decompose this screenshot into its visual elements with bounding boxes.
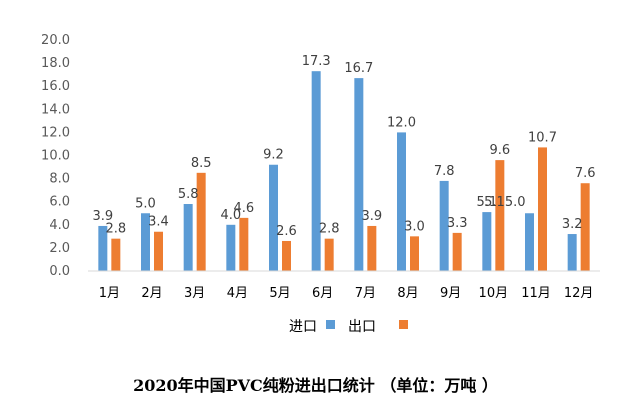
bar-export — [410, 236, 419, 271]
legend-label-import: 进口 — [289, 319, 317, 335]
data-label-import: 9.2 — [263, 148, 284, 163]
legend: 进口 出口 — [289, 319, 408, 335]
chart-caption: 2020年中国PVC纯粉进出口统计 （单位：万吨 ） — [133, 376, 498, 395]
bar-import — [354, 78, 364, 272]
bar-import — [226, 224, 236, 271]
data-label-export: 9.6 — [489, 143, 510, 158]
y-tick-label: 18.0 — [41, 56, 70, 71]
data-label-export: 3.4 — [148, 215, 169, 230]
bar-import — [525, 213, 534, 271]
x-category-label: 7月 — [355, 286, 376, 301]
bar-export — [538, 147, 547, 271]
data-label-export: 8.5 — [191, 156, 212, 171]
y-tick-label: 10.0 — [41, 149, 70, 164]
y-tick-label: 4.0 — [49, 218, 70, 233]
x-category-label: 10月 — [479, 286, 509, 301]
data-label-export: 4.6 — [233, 201, 254, 216]
data-label-import: 4.0 — [220, 208, 241, 223]
x-category-label: 12月 — [564, 286, 594, 301]
data-label-import: 17.3 — [302, 54, 331, 69]
bar-export — [324, 238, 334, 271]
bar-export — [196, 172, 206, 271]
bar-group — [98, 71, 590, 272]
data-label-import: 5.0 — [135, 196, 156, 211]
bar-import — [269, 164, 278, 271]
x-category-label: 3月 — [184, 286, 205, 301]
x-category-label: 6月 — [312, 286, 333, 301]
legend-label-export: 出口 — [348, 319, 376, 335]
data-label-merged: 5.15.0 — [484, 195, 525, 210]
data-label-import: 7.8 — [434, 164, 455, 179]
y-tick-label: 6.0 — [49, 195, 70, 210]
data-label-export: 3.3 — [447, 216, 468, 231]
y-tick-label: 14.0 — [41, 102, 70, 117]
data-label-group: 3.92.85.03.45.88.54.04.69.22.617.32.816.… — [92, 54, 595, 239]
data-label-import: 5.1 — [476, 195, 497, 210]
x-category-label: 9月 — [440, 286, 461, 301]
bar-import — [311, 71, 321, 271]
bar-export — [580, 183, 590, 271]
data-label-import: 5.8 — [178, 187, 199, 202]
bar-export — [111, 238, 121, 271]
bar-export — [282, 240, 291, 271]
x-category-label: 8月 — [397, 286, 418, 301]
y-tick-label: 8.0 — [49, 172, 70, 187]
bar-export — [367, 225, 377, 271]
x-category-label: 2月 — [141, 286, 162, 301]
legend-swatch-export — [399, 320, 408, 329]
bar-export — [495, 160, 505, 271]
data-label-import: 16.7 — [344, 61, 373, 76]
data-label-export: 3.0 — [404, 219, 425, 234]
bar-import — [98, 225, 108, 271]
bar-import — [141, 213, 150, 271]
x-category-label: 4月 — [227, 286, 248, 301]
data-label-import: 3.2 — [562, 217, 583, 232]
data-label-export: 2.6 — [276, 224, 297, 239]
data-label-import: 12.0 — [387, 115, 416, 130]
data-label-export: 2.8 — [319, 222, 340, 237]
x-axis: 1月 2月 3月 4月 5月 6月 7月 8月 9月 10月 11月 12月 — [99, 286, 594, 301]
bar-import — [183, 204, 193, 271]
x-category-label: 11月 — [521, 286, 551, 301]
bar-export — [452, 232, 462, 271]
y-axis: 0.0 2.0 4.0 6.0 8.0 10.0 12.0 14.0 16.0 18.0 20.0 — [41, 33, 70, 279]
y-tick-label: 2.0 — [49, 241, 70, 256]
bar-import — [439, 180, 449, 271]
legend-swatch-import — [326, 320, 335, 329]
bar-export — [239, 217, 249, 271]
data-label-export: 3.9 — [361, 209, 382, 224]
data-label-export: 2.8 — [105, 222, 126, 237]
data-label-export: 10.7 — [528, 130, 557, 145]
data-label-import: 3.9 — [92, 209, 113, 224]
y-tick-label: 20.0 — [41, 33, 70, 48]
y-tick-label: 0.0 — [49, 264, 70, 279]
x-category-label: 1月 — [99, 286, 120, 301]
y-tick-label: 16.0 — [41, 79, 70, 94]
bar-import — [567, 234, 577, 271]
data-label-export: 7.6 — [575, 166, 596, 181]
x-category-label: 5月 — [269, 286, 290, 301]
bar-import — [482, 212, 492, 271]
y-tick-label: 12.0 — [41, 125, 70, 140]
bar-import — [397, 132, 406, 271]
bar-export — [154, 231, 163, 271]
